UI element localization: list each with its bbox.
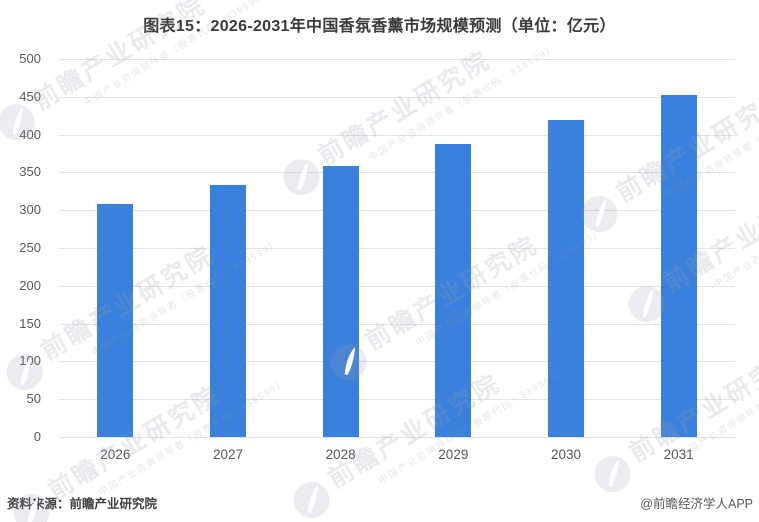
- y-tick-label: 500: [19, 51, 41, 66]
- gridline: [59, 361, 735, 363]
- y-tick-label: 300: [19, 202, 41, 218]
- x-tick-label: 2028: [325, 447, 356, 462]
- gridline: [59, 210, 735, 212]
- y-tick-label: 100: [19, 353, 41, 369]
- source-note: 资料来源：前瞻产业研究院: [7, 497, 158, 511]
- bar-2028: [322, 165, 359, 437]
- gridline: [59, 134, 735, 136]
- x-tick-label: 2031: [663, 447, 694, 462]
- gridline: [59, 248, 735, 249]
- y-tick-label: 400: [19, 126, 41, 142]
- plot-area: [59, 59, 735, 438]
- y-tick-label: 150: [19, 315, 41, 331]
- gridline: [59, 96, 735, 98]
- chart-title: 图表15：2026-2031年中国香氛香薰市场规模预测（单位：亿元）: [143, 18, 616, 35]
- bar-2026: [97, 204, 134, 437]
- x-tick-label: 2026: [100, 447, 131, 462]
- credit-note: @前瞻经济学人APP: [640, 497, 753, 511]
- gridline: [59, 172, 735, 174]
- x-tick-label: 2030: [550, 447, 581, 462]
- qianzhan-logo-icon: [285, 474, 337, 522]
- x-tick-label: 2029: [438, 447, 469, 462]
- y-tick-label: 250: [19, 240, 41, 255]
- gridline: [59, 285, 735, 287]
- y-tick-label: 50: [26, 391, 41, 407]
- bar-2027: [210, 185, 246, 437]
- x-tick-label: 2027: [212, 447, 243, 462]
- gridline: [59, 437, 735, 438]
- gridline: [59, 59, 735, 60]
- bar-2029: [435, 143, 472, 437]
- y-tick-label: 0: [33, 429, 41, 444]
- gridline: [59, 323, 735, 325]
- bar-2031: [660, 94, 697, 437]
- y-tick-label: 200: [19, 277, 41, 293]
- y-tick-label: 450: [19, 88, 41, 104]
- gridline: [59, 399, 735, 401]
- bar-2030: [548, 120, 584, 437]
- y-tick-label: 350: [19, 164, 41, 180]
